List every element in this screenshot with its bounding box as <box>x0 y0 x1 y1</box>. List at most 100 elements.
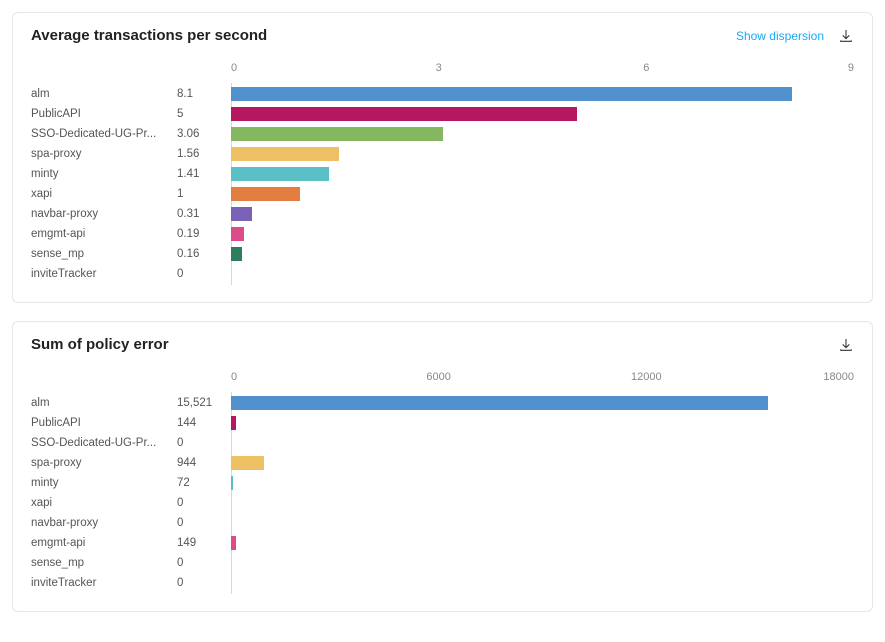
zero-line <box>231 552 232 574</box>
bar-value: 8.1 <box>177 86 225 102</box>
x-tick: 6000 <box>426 371 450 383</box>
bar[interactable] <box>231 127 443 141</box>
panel-tps: Average transactions per second Show disp… <box>12 12 873 303</box>
download-icon[interactable] <box>838 28 854 44</box>
bar-label: inviteTracker <box>31 266 171 282</box>
bar-label: PublicAPI <box>31 106 171 122</box>
download-icon[interactable] <box>838 337 854 353</box>
bar-value: 149 <box>177 535 225 551</box>
panel-title: Average transactions per second <box>31 27 267 44</box>
bar-value: 0 <box>177 515 225 531</box>
bar-track <box>231 395 854 411</box>
bar-track <box>231 515 854 531</box>
bar-label: sense_mp <box>31 246 171 262</box>
x-tick: 6 <box>643 62 649 74</box>
bar-value: 3.06 <box>177 126 225 142</box>
bar-label: alm <box>31 395 171 411</box>
panel-actions <box>838 337 854 353</box>
zero-line <box>231 432 232 454</box>
bar-value: 0 <box>177 495 225 511</box>
bar-value: 944 <box>177 455 225 471</box>
x-tick: 3 <box>436 62 442 74</box>
x-tick: 12000 <box>631 371 662 383</box>
bar-value: 0.16 <box>177 246 225 262</box>
bar[interactable] <box>231 416 236 430</box>
panel-header: Average transactions per second Show disp… <box>31 27 854 44</box>
panel-title: Sum of policy error <box>31 336 169 353</box>
bar[interactable] <box>231 476 233 490</box>
panel-header: Sum of policy error <box>31 336 854 353</box>
bar[interactable] <box>231 396 768 410</box>
panel-actions: Show dispersion <box>736 28 854 44</box>
bar-chart: 0 3 6 9 alm 8.1 PublicAPI 5 SSO-Dedicated-UG-Pr.… <box>31 62 854 284</box>
bar-value: 0 <box>177 575 225 591</box>
zero-line <box>231 263 232 285</box>
bar-track <box>231 106 854 122</box>
bar-track <box>231 535 854 551</box>
x-axis: 0 6000 12000 18000 <box>231 371 854 387</box>
bar-track <box>231 126 854 142</box>
bar-label: xapi <box>31 495 171 511</box>
bar-track <box>231 166 854 182</box>
bar-label: spa-proxy <box>31 455 171 471</box>
bar-value: 144 <box>177 415 225 431</box>
x-tick: 0 <box>231 62 237 74</box>
bar[interactable] <box>231 456 264 470</box>
bar-label: minty <box>31 166 171 182</box>
zero-line <box>231 572 232 594</box>
bar-value: 1.56 <box>177 146 225 162</box>
show-dispersion-link[interactable]: Show dispersion <box>736 29 824 43</box>
bar-value: 5 <box>177 106 225 122</box>
zero-line <box>231 512 232 534</box>
bar-track <box>231 495 854 511</box>
bar-value: 0 <box>177 435 225 451</box>
bar-label: navbar-proxy <box>31 515 171 531</box>
bar[interactable] <box>231 147 339 161</box>
x-axis: 0 3 6 9 <box>231 62 854 78</box>
bar-track <box>231 455 854 471</box>
bar[interactable] <box>231 227 244 241</box>
bar-label: SSO-Dedicated-UG-Pr... <box>31 435 171 451</box>
bar[interactable] <box>231 207 252 221</box>
bar-value: 1 <box>177 186 225 202</box>
bar-track <box>231 206 854 222</box>
bar-label: sense_mp <box>31 555 171 571</box>
bar[interactable] <box>231 167 329 181</box>
bar-track <box>231 555 854 571</box>
bar-label: SSO-Dedicated-UG-Pr... <box>31 126 171 142</box>
bar-track <box>231 226 854 242</box>
bar-chart: 0 6000 12000 18000 alm 15,521 PublicAPI 144 SSO-… <box>31 371 854 593</box>
x-tick: 9 <box>848 62 854 74</box>
bar[interactable] <box>231 87 792 101</box>
bar-label: minty <box>31 475 171 491</box>
bar-value: 1.41 <box>177 166 225 182</box>
bar-label: PublicAPI <box>31 415 171 431</box>
bar-value: 0.19 <box>177 226 225 242</box>
bar-track <box>231 475 854 491</box>
bar-track <box>231 246 854 262</box>
bar-label: alm <box>31 86 171 102</box>
bar[interactable] <box>231 247 242 261</box>
bar[interactable] <box>231 187 300 201</box>
bar-track <box>231 146 854 162</box>
bar-label: navbar-proxy <box>31 206 171 222</box>
bar[interactable] <box>231 107 577 121</box>
bar-label: xapi <box>31 186 171 202</box>
bar[interactable] <box>231 536 236 550</box>
panel-policy: Sum of policy error 0 6000 12000 18000 alm 15,… <box>12 321 873 612</box>
x-tick: 18000 <box>823 371 854 383</box>
bar-label: emgmt-api <box>31 226 171 242</box>
bar-value: 0.31 <box>177 206 225 222</box>
bar-track <box>231 266 854 282</box>
bar-track <box>231 86 854 102</box>
bar-value: 0 <box>177 555 225 571</box>
x-tick: 0 <box>231 371 237 383</box>
bar-value: 72 <box>177 475 225 491</box>
zero-line <box>231 492 232 514</box>
bar-track <box>231 415 854 431</box>
bar-label: inviteTracker <box>31 575 171 591</box>
bar-value: 0 <box>177 266 225 282</box>
bar-label: spa-proxy <box>31 146 171 162</box>
bar-value: 15,521 <box>177 395 225 411</box>
bar-track <box>231 186 854 202</box>
